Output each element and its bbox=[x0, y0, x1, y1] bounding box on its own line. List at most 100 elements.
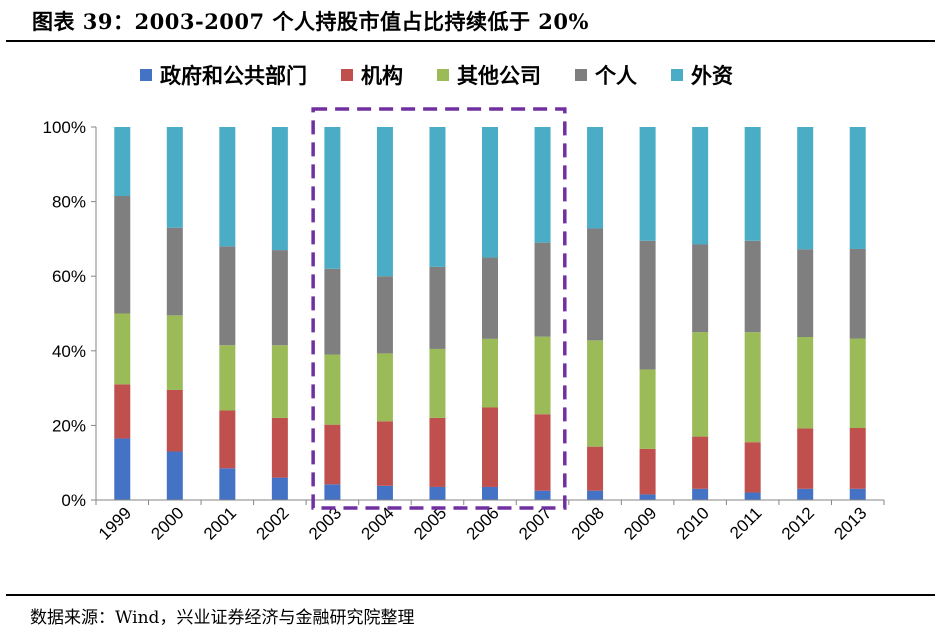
bar-segment-2010-s2 bbox=[692, 332, 709, 437]
bar-segment-2008-s3 bbox=[587, 228, 604, 341]
bar-segment-2008-s2 bbox=[587, 340, 604, 447]
bar-segment-2004-s2 bbox=[376, 353, 393, 422]
bar-segment-2009-s1 bbox=[639, 448, 656, 495]
bar-segment-2013-s3 bbox=[849, 248, 866, 339]
y-tick-label-1: 20% bbox=[52, 416, 86, 435]
bar-segment-2001-s0 bbox=[219, 468, 236, 500]
bar-segment-2006-s1 bbox=[482, 407, 498, 487]
bar-segment-2009-s0 bbox=[639, 494, 656, 500]
source-note: 数据来源：Wind，兴业证券经济与金融研究院整理 bbox=[30, 608, 415, 628]
y-tick-label-5: 100% bbox=[43, 118, 86, 137]
bar-segment-2004-s4 bbox=[376, 127, 393, 277]
bar-segment-2004-s1 bbox=[376, 421, 393, 486]
bar-segment-2011-s1 bbox=[744, 442, 761, 493]
bar-segment-2011-s0 bbox=[744, 492, 761, 500]
x-tick-label-2012: 2012 bbox=[778, 503, 818, 543]
legend-swatch-other-company bbox=[437, 69, 449, 81]
highlight-box-2003-2007 bbox=[311, 107, 567, 510]
bar-segment-2009-s4 bbox=[639, 127, 656, 241]
y-tick-label-0: 0% bbox=[61, 491, 86, 510]
bar-segment-2006-s0 bbox=[482, 486, 498, 500]
x-tick-label-2002: 2002 bbox=[253, 503, 293, 543]
x-tick-label-2013: 2013 bbox=[830, 503, 870, 543]
bar-segment-2002-s4 bbox=[271, 127, 288, 251]
bar-segment-2008-s0 bbox=[587, 490, 604, 500]
legend-swatch-individual bbox=[575, 69, 587, 81]
bar-segment-2005-s2 bbox=[429, 348, 446, 418]
x-tick-label-2001: 2001 bbox=[200, 503, 240, 543]
bar-segment-2003-s1 bbox=[324, 424, 341, 485]
bar-segment-2005-s3 bbox=[429, 266, 446, 349]
x-tick-label-1999: 1999 bbox=[95, 503, 135, 543]
bar-segment-2003-s0 bbox=[324, 484, 341, 500]
bar-segment-2005-s1 bbox=[429, 417, 446, 487]
bar-segment-2012-s4 bbox=[797, 127, 814, 250]
source-bar: 数据来源：Wind，兴业证券经济与金融研究院整理 bbox=[6, 594, 935, 634]
bar-segment-2006-s2 bbox=[482, 338, 498, 408]
legend-swatch-institution bbox=[341, 69, 353, 81]
bar-segment-2009-s2 bbox=[639, 369, 656, 449]
legend-swatch-foreign bbox=[671, 69, 683, 81]
bar-segment-2004-s3 bbox=[376, 276, 393, 354]
bar-segment-2011-s3 bbox=[744, 240, 761, 333]
bar-segment-2004-s0 bbox=[376, 485, 393, 500]
legend-item-government: 政府和公共部门 bbox=[140, 60, 307, 90]
bar-segment-2002-s3 bbox=[271, 250, 288, 346]
chart-title: 图表 39：2003-2007 个人持股市值占比持续低于 20% bbox=[32, 9, 589, 34]
bar-segment-1999-s1 bbox=[114, 384, 131, 439]
bar-segment-2007-s1 bbox=[534, 414, 551, 491]
bar-segment-2001-s2 bbox=[219, 345, 236, 411]
x-tick-label-2011: 2011 bbox=[726, 503, 765, 542]
bar-segment-2007-s2 bbox=[534, 336, 551, 415]
bar-segment-2008-s1 bbox=[587, 446, 604, 491]
bar-segment-2006-s4 bbox=[482, 127, 498, 258]
bar-segment-2003-s2 bbox=[324, 354, 341, 425]
bar-segment-2013-s4 bbox=[849, 127, 866, 249]
bar-segment-2013-s2 bbox=[849, 338, 866, 429]
legend-item-other-company: 其他公司 bbox=[437, 60, 541, 90]
x-tick-label-2009: 2009 bbox=[620, 503, 660, 543]
bar-segment-2002-s0 bbox=[271, 477, 288, 500]
x-tick-label-2010: 2010 bbox=[673, 503, 713, 543]
legend: 政府和公共部门 机构 其他公司 个人 外资 bbox=[140, 60, 767, 90]
bar-segment-2011-s4 bbox=[744, 127, 761, 241]
legend-item-institution: 机构 bbox=[341, 60, 403, 90]
bar-segment-1999-s2 bbox=[114, 313, 131, 385]
bar-segment-2000-s3 bbox=[166, 227, 183, 316]
bar-segment-2007-s3 bbox=[534, 242, 551, 337]
legend-label-institution: 机构 bbox=[361, 63, 403, 88]
y-tick-label-4: 80% bbox=[52, 193, 86, 212]
bar-segment-2002-s1 bbox=[271, 417, 288, 478]
legend-item-individual: 个人 bbox=[575, 60, 637, 90]
legend-label-foreign: 外资 bbox=[691, 63, 733, 88]
bar-segment-2010-s1 bbox=[692, 436, 709, 489]
title-bar: 图表 39：2003-2007 个人持股市值占比持续低于 20% bbox=[6, 0, 935, 42]
legend-item-foreign: 外资 bbox=[671, 60, 733, 90]
bar-segment-2000-s4 bbox=[166, 127, 183, 228]
legend-swatch-government bbox=[140, 69, 152, 81]
bar-segment-2010-s0 bbox=[692, 488, 709, 500]
legend-label-government: 政府和公共部门 bbox=[160, 63, 307, 88]
bar-segment-2006-s3 bbox=[482, 257, 498, 339]
bar-segment-1999-s4 bbox=[114, 127, 131, 197]
bar-segment-2012-s3 bbox=[797, 249, 814, 337]
bar-segment-2013-s1 bbox=[849, 428, 866, 489]
stacked-bar-chart: 0%20%40%60%80%100%1999 2000 2001 2002 2003 20… bbox=[43, 107, 885, 544]
bar-segment-2001-s4 bbox=[219, 127, 236, 247]
bar-segment-2013-s0 bbox=[849, 488, 866, 500]
bar-segment-2003-s3 bbox=[324, 268, 341, 355]
bar-segment-2003-s4 bbox=[324, 127, 341, 269]
bar-segment-2012-s0 bbox=[797, 488, 814, 500]
bar-segment-2010-s4 bbox=[692, 127, 709, 245]
legend-label-individual: 个人 bbox=[595, 63, 637, 88]
bar-segment-2007-s0 bbox=[534, 490, 551, 500]
bar-segment-2000-s0 bbox=[166, 451, 183, 500]
bar-segment-2007-s4 bbox=[534, 127, 551, 243]
bar-segment-1999-s0 bbox=[114, 438, 131, 500]
bar-segment-2010-s3 bbox=[692, 244, 709, 333]
bar-segment-2002-s2 bbox=[271, 345, 288, 418]
bar-segment-2009-s3 bbox=[639, 240, 656, 370]
bar-segment-2000-s1 bbox=[166, 389, 183, 452]
bar-segment-2000-s2 bbox=[166, 315, 183, 390]
bar-segment-2012-s2 bbox=[797, 336, 814, 429]
